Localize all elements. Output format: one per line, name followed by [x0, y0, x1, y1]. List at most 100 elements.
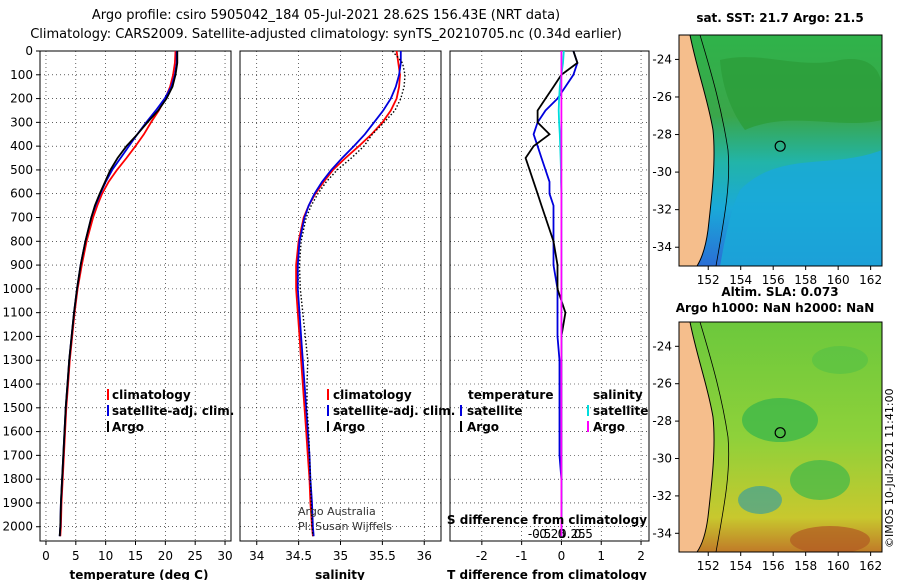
x-tick-label: 0: [558, 549, 566, 563]
sla-eddy-2: [790, 460, 850, 500]
y-tick-label: 700: [10, 211, 33, 225]
x-tick-label: 35.5: [369, 549, 396, 563]
y-tick-label: 1200: [2, 329, 33, 343]
y-tick-label: 800: [10, 234, 33, 248]
y-tick-label: 1600: [2, 425, 33, 439]
lat-tick-label: -30: [652, 165, 672, 179]
temperature-legend: climatology satellite-adj. clim. Argo: [107, 388, 234, 434]
lat-tick-label: -24: [652, 52, 672, 66]
salinity-axis-label: salinity: [315, 568, 365, 580]
sst-map: sat. SST: 21.7 Argo: 21.5 -24 -26 -28 -30 -3…: [652, 11, 883, 287]
series-line-temperature-argo: [524, 50, 579, 537]
s-tick-label: -0.25: [535, 527, 566, 541]
lon-tick-label: 158: [794, 559, 817, 573]
y-tick-label: 1100: [2, 306, 33, 320]
temperature-grid: [40, 50, 231, 541]
sla-map-title-line-1: Altim. SLA: 0.073: [721, 285, 838, 299]
y-tick-label: 900: [10, 258, 33, 272]
depth-axis-ticks: 0 100 200 300 400 500 600 700 800 900 1000 1100 1200…: [2, 44, 40, 534]
lon-tick-label: 152: [697, 559, 720, 573]
sst-coast-shelf: [699, 35, 730, 266]
s-difference-axis-label: S difference from climatology: [447, 513, 647, 527]
y-tick-label: 100: [10, 68, 33, 82]
temperature-panel: 0100200300400500600700800900100011001200…: [2, 44, 234, 580]
y-tick-label: 300: [10, 115, 33, 129]
lat-tick-label: -34: [652, 526, 672, 540]
x-tick-label: 20: [158, 549, 173, 563]
x-tick-label: 15: [128, 549, 143, 563]
sla-lon-ticks: 152 154 156 158 160 162: [697, 552, 882, 573]
lat-tick-label: -28: [652, 128, 672, 142]
x-tick-label: 35: [333, 549, 348, 563]
difference-grid: [450, 50, 649, 541]
lon-tick-label: 162: [859, 559, 882, 573]
x-tick-label: -1: [516, 549, 528, 563]
credit-line-2: PI: Susan Wijffels: [298, 520, 392, 533]
sst-warm-patch: [720, 57, 882, 130]
argo-location-marker: [774, 140, 786, 152]
sla-high: [790, 526, 870, 552]
x-tick-label: 30: [217, 549, 232, 563]
difference-legend: temperature salinity satellite Argo sate…: [460, 388, 648, 434]
series-line-satellite-adj-clim-: [296, 51, 402, 537]
y-tick-label: 1000: [2, 282, 33, 296]
temperature-axis-label: temperature (deg C): [70, 568, 209, 580]
sla-eddy-1: [742, 398, 818, 442]
y-tick-label: 400: [10, 139, 33, 153]
y-tick-label: 1700: [2, 448, 33, 462]
legend-label-s-satellite: satellite: [593, 404, 648, 418]
legend-label-climatology: climatology: [112, 388, 191, 402]
y-tick-label: 0: [25, 44, 33, 58]
lon-tick-label: 162: [859, 273, 882, 287]
series-line-argo: [298, 50, 406, 537]
x-tick-label: 34.5: [285, 549, 312, 563]
salinity-axis-ticks: 34 34.5 35 35.5 36: [249, 541, 432, 563]
s-tick-label: 0.5: [574, 527, 593, 541]
y-tick-label: 1800: [2, 472, 33, 486]
argo-location-marker: [774, 427, 786, 439]
legend-label-argo: Argo: [333, 420, 365, 434]
lat-tick-label: -28: [652, 414, 672, 428]
difference-lines: [524, 50, 579, 537]
y-tick-label: 1400: [2, 377, 33, 391]
sla-lat-ticks: -24 -26 -28 -30 -32 -34: [652, 339, 679, 540]
imos-watermark: ©IMOS 10-Jul-2021 11:41:00: [883, 388, 896, 548]
lon-tick-label: 152: [697, 273, 720, 287]
series-line-argo: [58, 51, 179, 537]
difference-plot-frame: [449, 50, 650, 542]
salinity-panel: 34 34.5 35 35.5 36 salinity climatology sate…: [239, 50, 455, 580]
series-line-temperature-satellite: [532, 50, 579, 537]
x-tick-label: 5: [72, 549, 80, 563]
lat-tick-label: -26: [652, 377, 672, 391]
s-tick-label: -0.5: [528, 527, 551, 541]
lon-tick-label: 160: [827, 559, 850, 573]
lon-tick-label: 158: [794, 273, 817, 287]
y-tick-label: 1500: [2, 401, 33, 415]
sst-map-title: sat. SST: 21.7 Argo: 21.5: [696, 11, 863, 25]
salinity-lines: [295, 50, 406, 537]
temperature-lines: [58, 50, 179, 537]
lon-tick-label: 154: [729, 559, 752, 573]
lat-tick-label: -32: [652, 203, 672, 217]
y-tick-label: 200: [10, 92, 33, 106]
lat-tick-label: -34: [652, 240, 672, 254]
lat-tick-label: -24: [652, 339, 672, 353]
title-line-1: Argo profile: csiro 5905042_184 05-Jul-2…: [92, 8, 560, 23]
sst-map-frame: [678, 34, 883, 267]
x-tick-label: -2: [476, 549, 488, 563]
sla-map-frame: [678, 321, 883, 553]
salinity-legend: climatology satellite-adj. clim. Argo: [327, 388, 455, 434]
t-difference-axis-ticks: -2 -1 0 1 2: [476, 541, 645, 563]
lon-tick-label: 156: [762, 273, 785, 287]
sla-map-title-line-2: Argo h1000: NaN h2000: NaN: [676, 301, 875, 315]
title-line-2: Climatology: CARS2009. Satellite-adjuste…: [30, 27, 622, 42]
y-tick-label: 2000: [2, 520, 33, 534]
series-line-climatology: [59, 50, 177, 537]
y-tick-label: 500: [10, 163, 33, 177]
lat-tick-label: -32: [652, 489, 672, 503]
x-tick-label: 0: [42, 549, 50, 563]
y-tick-label: 1900: [2, 496, 33, 510]
sst-lon-ticks: 152 154 156 158 160 162: [697, 266, 882, 287]
salinity-grid: [240, 50, 441, 541]
